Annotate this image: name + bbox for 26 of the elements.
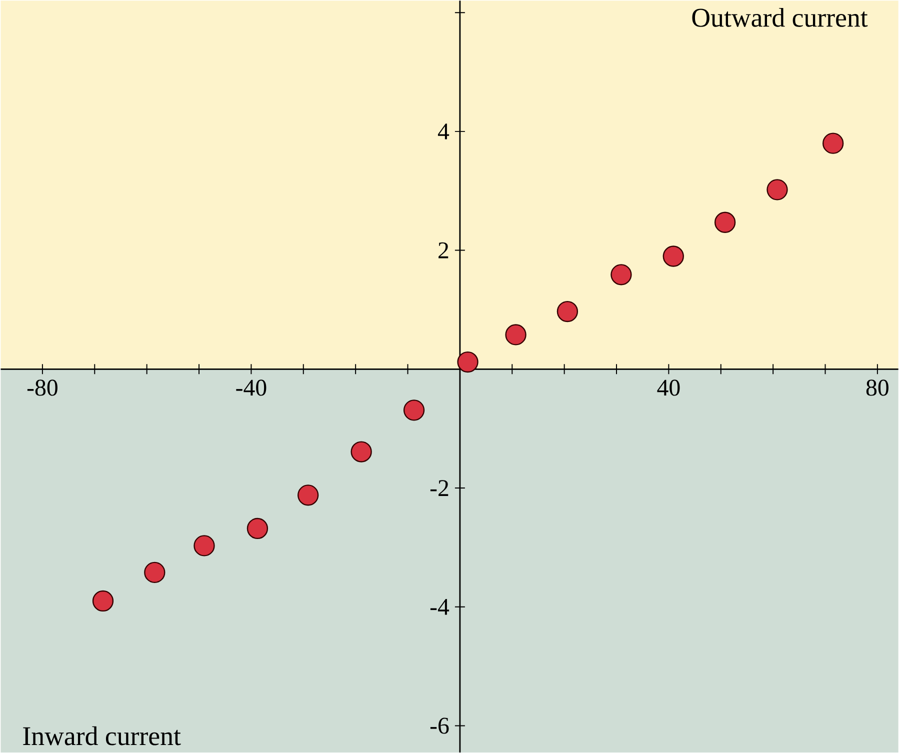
point xyxy=(246,518,268,539)
point xyxy=(556,300,578,322)
point xyxy=(714,212,736,233)
x-tick-label: 80 xyxy=(866,380,888,396)
x-tick-label: -80 xyxy=(27,380,58,396)
point xyxy=(298,484,319,506)
annotation: Outward current xyxy=(692,8,868,27)
y-tick-label: 2 xyxy=(438,242,448,258)
y-tick-label: -2 xyxy=(430,480,448,496)
point xyxy=(194,534,215,556)
point xyxy=(822,132,844,154)
y-tick-label: 4 xyxy=(438,123,450,140)
point xyxy=(457,351,478,373)
point xyxy=(350,441,372,462)
y-tick-label: -4 xyxy=(430,598,450,615)
point xyxy=(403,399,425,421)
point xyxy=(92,590,114,612)
point xyxy=(505,324,526,346)
point xyxy=(144,562,166,583)
point xyxy=(766,178,788,200)
point xyxy=(662,246,684,267)
annotation: Inward current xyxy=(23,726,181,746)
x-tick-label: 40 xyxy=(657,380,680,396)
point xyxy=(610,264,632,286)
x-tick-label: -40 xyxy=(236,380,266,396)
y-tick-label: -6 xyxy=(430,718,449,734)
